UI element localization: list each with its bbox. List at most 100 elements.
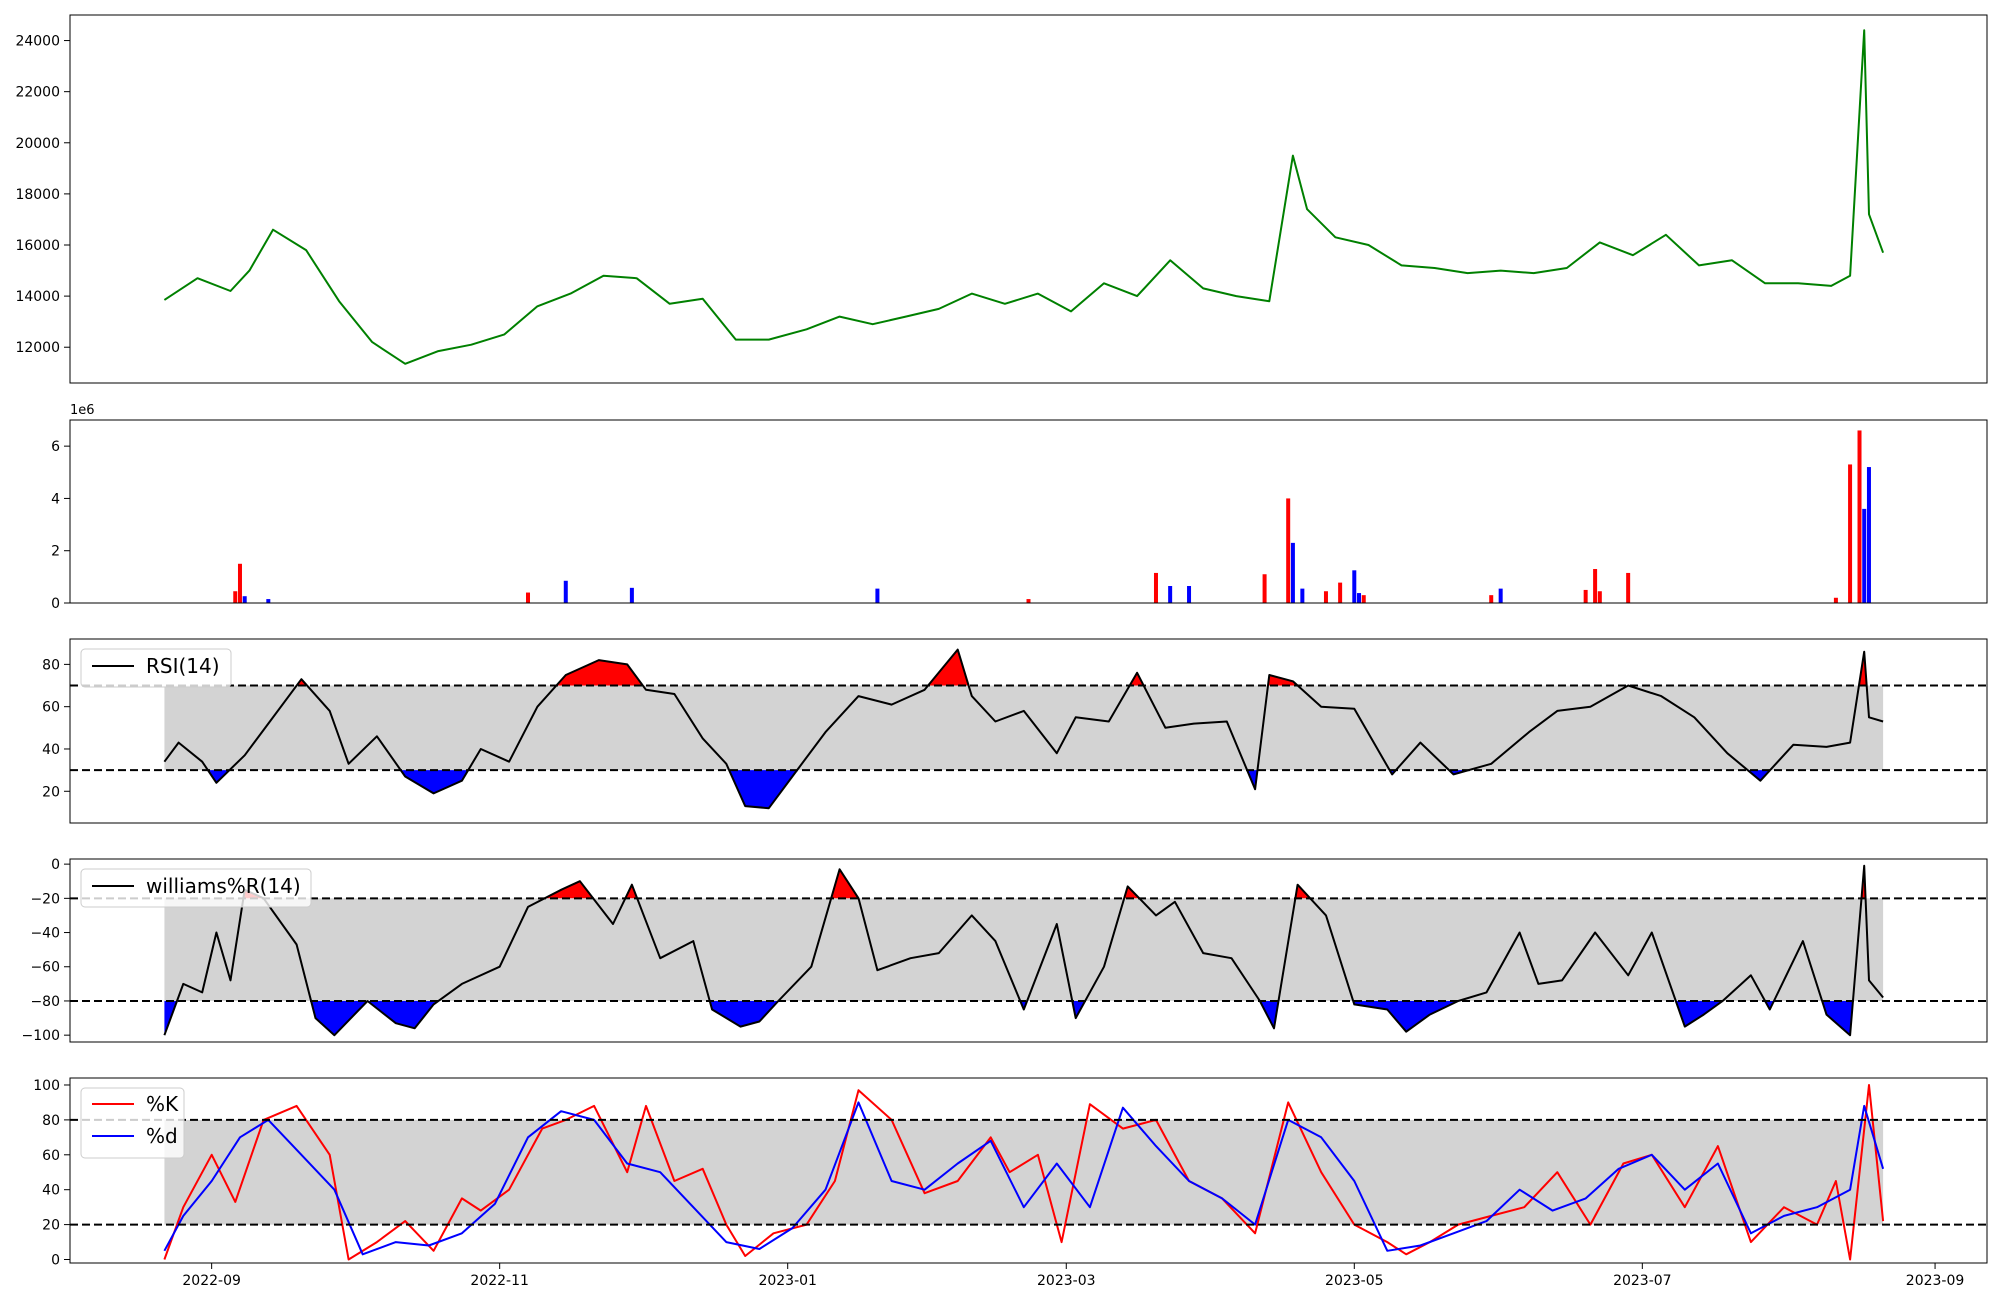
volume-bar xyxy=(233,591,238,603)
rsi-legend: RSI(14) xyxy=(80,648,232,688)
williams-ytick-label: −20 xyxy=(30,891,60,907)
volume-bar xyxy=(629,587,634,603)
x-tick-label: 2022-11 xyxy=(470,1273,529,1289)
panel-frame-4 xyxy=(69,1077,1988,1264)
volume-bar xyxy=(1338,582,1343,603)
stochastic-ytick-label: 20 xyxy=(42,1218,60,1234)
volume-bar xyxy=(1489,595,1494,603)
rsi-legend-label: RSI(14) xyxy=(146,654,220,678)
volume-bar xyxy=(1352,570,1357,603)
rsi-ytick-label: 60 xyxy=(42,700,60,716)
price-line xyxy=(163,29,1885,365)
axes-layer xyxy=(64,14,1988,1269)
volume-bar xyxy=(1626,572,1631,603)
williams-ytick-label: −40 xyxy=(30,926,60,942)
price-ytick-label: 16000 xyxy=(15,238,60,254)
stochastic-neutral-band xyxy=(164,1119,1884,1225)
volume-bar xyxy=(1187,586,1192,603)
volume-bar xyxy=(1593,569,1598,603)
volume-bar xyxy=(1583,589,1588,603)
rsi-ytick-label: 40 xyxy=(42,742,60,758)
panel-frame-2 xyxy=(69,638,1988,824)
d-legend-label: %d xyxy=(146,1124,178,1148)
x-tick-label: 2023-07 xyxy=(1613,1273,1672,1289)
williams-oversold-fill xyxy=(1353,1001,1459,1032)
williams-oversold-fill xyxy=(709,1001,779,1027)
volume-bar xyxy=(526,592,531,603)
rsi-oversold-fill xyxy=(207,770,230,783)
volume-bar xyxy=(1833,597,1838,603)
rsi-ytick-label: 20 xyxy=(42,784,60,800)
panel-frame-1 xyxy=(69,419,1988,604)
rsi-oversold-fill xyxy=(1747,770,1771,781)
volume-bar xyxy=(1866,467,1871,603)
rsi-overbought-fill xyxy=(928,649,969,686)
volume-bar xyxy=(1153,572,1158,603)
stochastic-ytick-label: 0 xyxy=(51,1253,60,1269)
rsi-overbought-fill xyxy=(556,660,643,686)
axis-text-layer: 1e6 120001400016000180002000022000240000… xyxy=(15,34,1964,1289)
volume-bar xyxy=(1290,542,1295,603)
volume-bar xyxy=(875,588,880,603)
rsi-neutral-band xyxy=(164,685,1884,771)
volume-bar xyxy=(1357,593,1362,603)
volume-bar xyxy=(237,563,242,603)
volume-ytick-label: 4 xyxy=(51,491,60,507)
x-tick-label: 2023-05 xyxy=(1325,1273,1384,1289)
volume-bar xyxy=(1026,599,1031,603)
volume-bar xyxy=(242,596,247,603)
price-ytick-label: 20000 xyxy=(15,136,60,152)
volume-bar xyxy=(266,599,271,603)
x-tick-label: 2022-09 xyxy=(182,1273,241,1289)
rsi-ytick-label: 80 xyxy=(42,657,60,673)
price-ytick-label: 24000 xyxy=(15,34,60,50)
stochastic-ytick-label: 80 xyxy=(42,1113,60,1129)
volume-ytick-label: 6 xyxy=(51,439,60,455)
williams-ytick-label: −80 xyxy=(30,994,60,1010)
panel-frame-3 xyxy=(69,858,1988,1043)
k-legend-label: %K xyxy=(146,1092,179,1116)
indicator-fill-layer xyxy=(164,649,1884,1225)
volume-bar xyxy=(1168,586,1173,603)
volume-bar xyxy=(1862,508,1867,603)
williams-oversold-fill xyxy=(1675,1001,1723,1027)
williams-ytick-label: −60 xyxy=(30,960,60,976)
rsi-oversold-fill xyxy=(400,770,469,794)
price-ytick-label: 18000 xyxy=(15,187,60,203)
price-ytick-label: 22000 xyxy=(15,85,60,101)
williams-oversold-fill xyxy=(311,1001,439,1036)
stochastic-ytick-label: 40 xyxy=(42,1183,60,1199)
price-ytick-label: 14000 xyxy=(15,289,60,305)
williams-legend: williams%R(14) xyxy=(80,868,312,908)
volume-bar xyxy=(1262,574,1267,603)
williams-oversold-fill xyxy=(1822,1001,1853,1036)
volume-bar xyxy=(1848,464,1853,603)
series-line-layer xyxy=(70,29,1987,1261)
volume-ytick-label: 2 xyxy=(51,544,60,560)
volume-bar xyxy=(563,580,568,603)
panel-frame-0 xyxy=(69,14,1988,384)
legend-layer: RSI(14) williams%R(14) %K %d xyxy=(80,648,312,1159)
stochastic-legend: %K %d xyxy=(80,1087,185,1159)
stochastic-ytick-label: 100 xyxy=(33,1078,60,1094)
williams-ytick-label: 0 xyxy=(51,857,60,873)
williams-neutral-band xyxy=(164,898,1884,1001)
volume-bar xyxy=(1286,498,1291,603)
stochastic-series-line-1 xyxy=(163,1101,1885,1256)
x-tick-label: 2023-03 xyxy=(1037,1273,1096,1289)
volume-ytick-label: 0 xyxy=(51,596,60,612)
stochastic-ytick-label: 60 xyxy=(42,1148,60,1164)
williams-ytick-label: −100 xyxy=(22,1028,60,1044)
volume-bar xyxy=(1597,591,1602,603)
williams-overbought-fill xyxy=(625,884,638,899)
price-ytick-label: 12000 xyxy=(15,340,60,356)
volume-bar xyxy=(1857,430,1862,603)
volume-bar xyxy=(1498,588,1503,603)
volume-bar xyxy=(1300,588,1305,603)
rsi-series-line-0 xyxy=(163,648,1884,810)
x-tick-label: 2023-09 xyxy=(1906,1273,1965,1289)
volume-bar xyxy=(1323,591,1328,603)
rsi-oversold-fill xyxy=(729,770,798,809)
